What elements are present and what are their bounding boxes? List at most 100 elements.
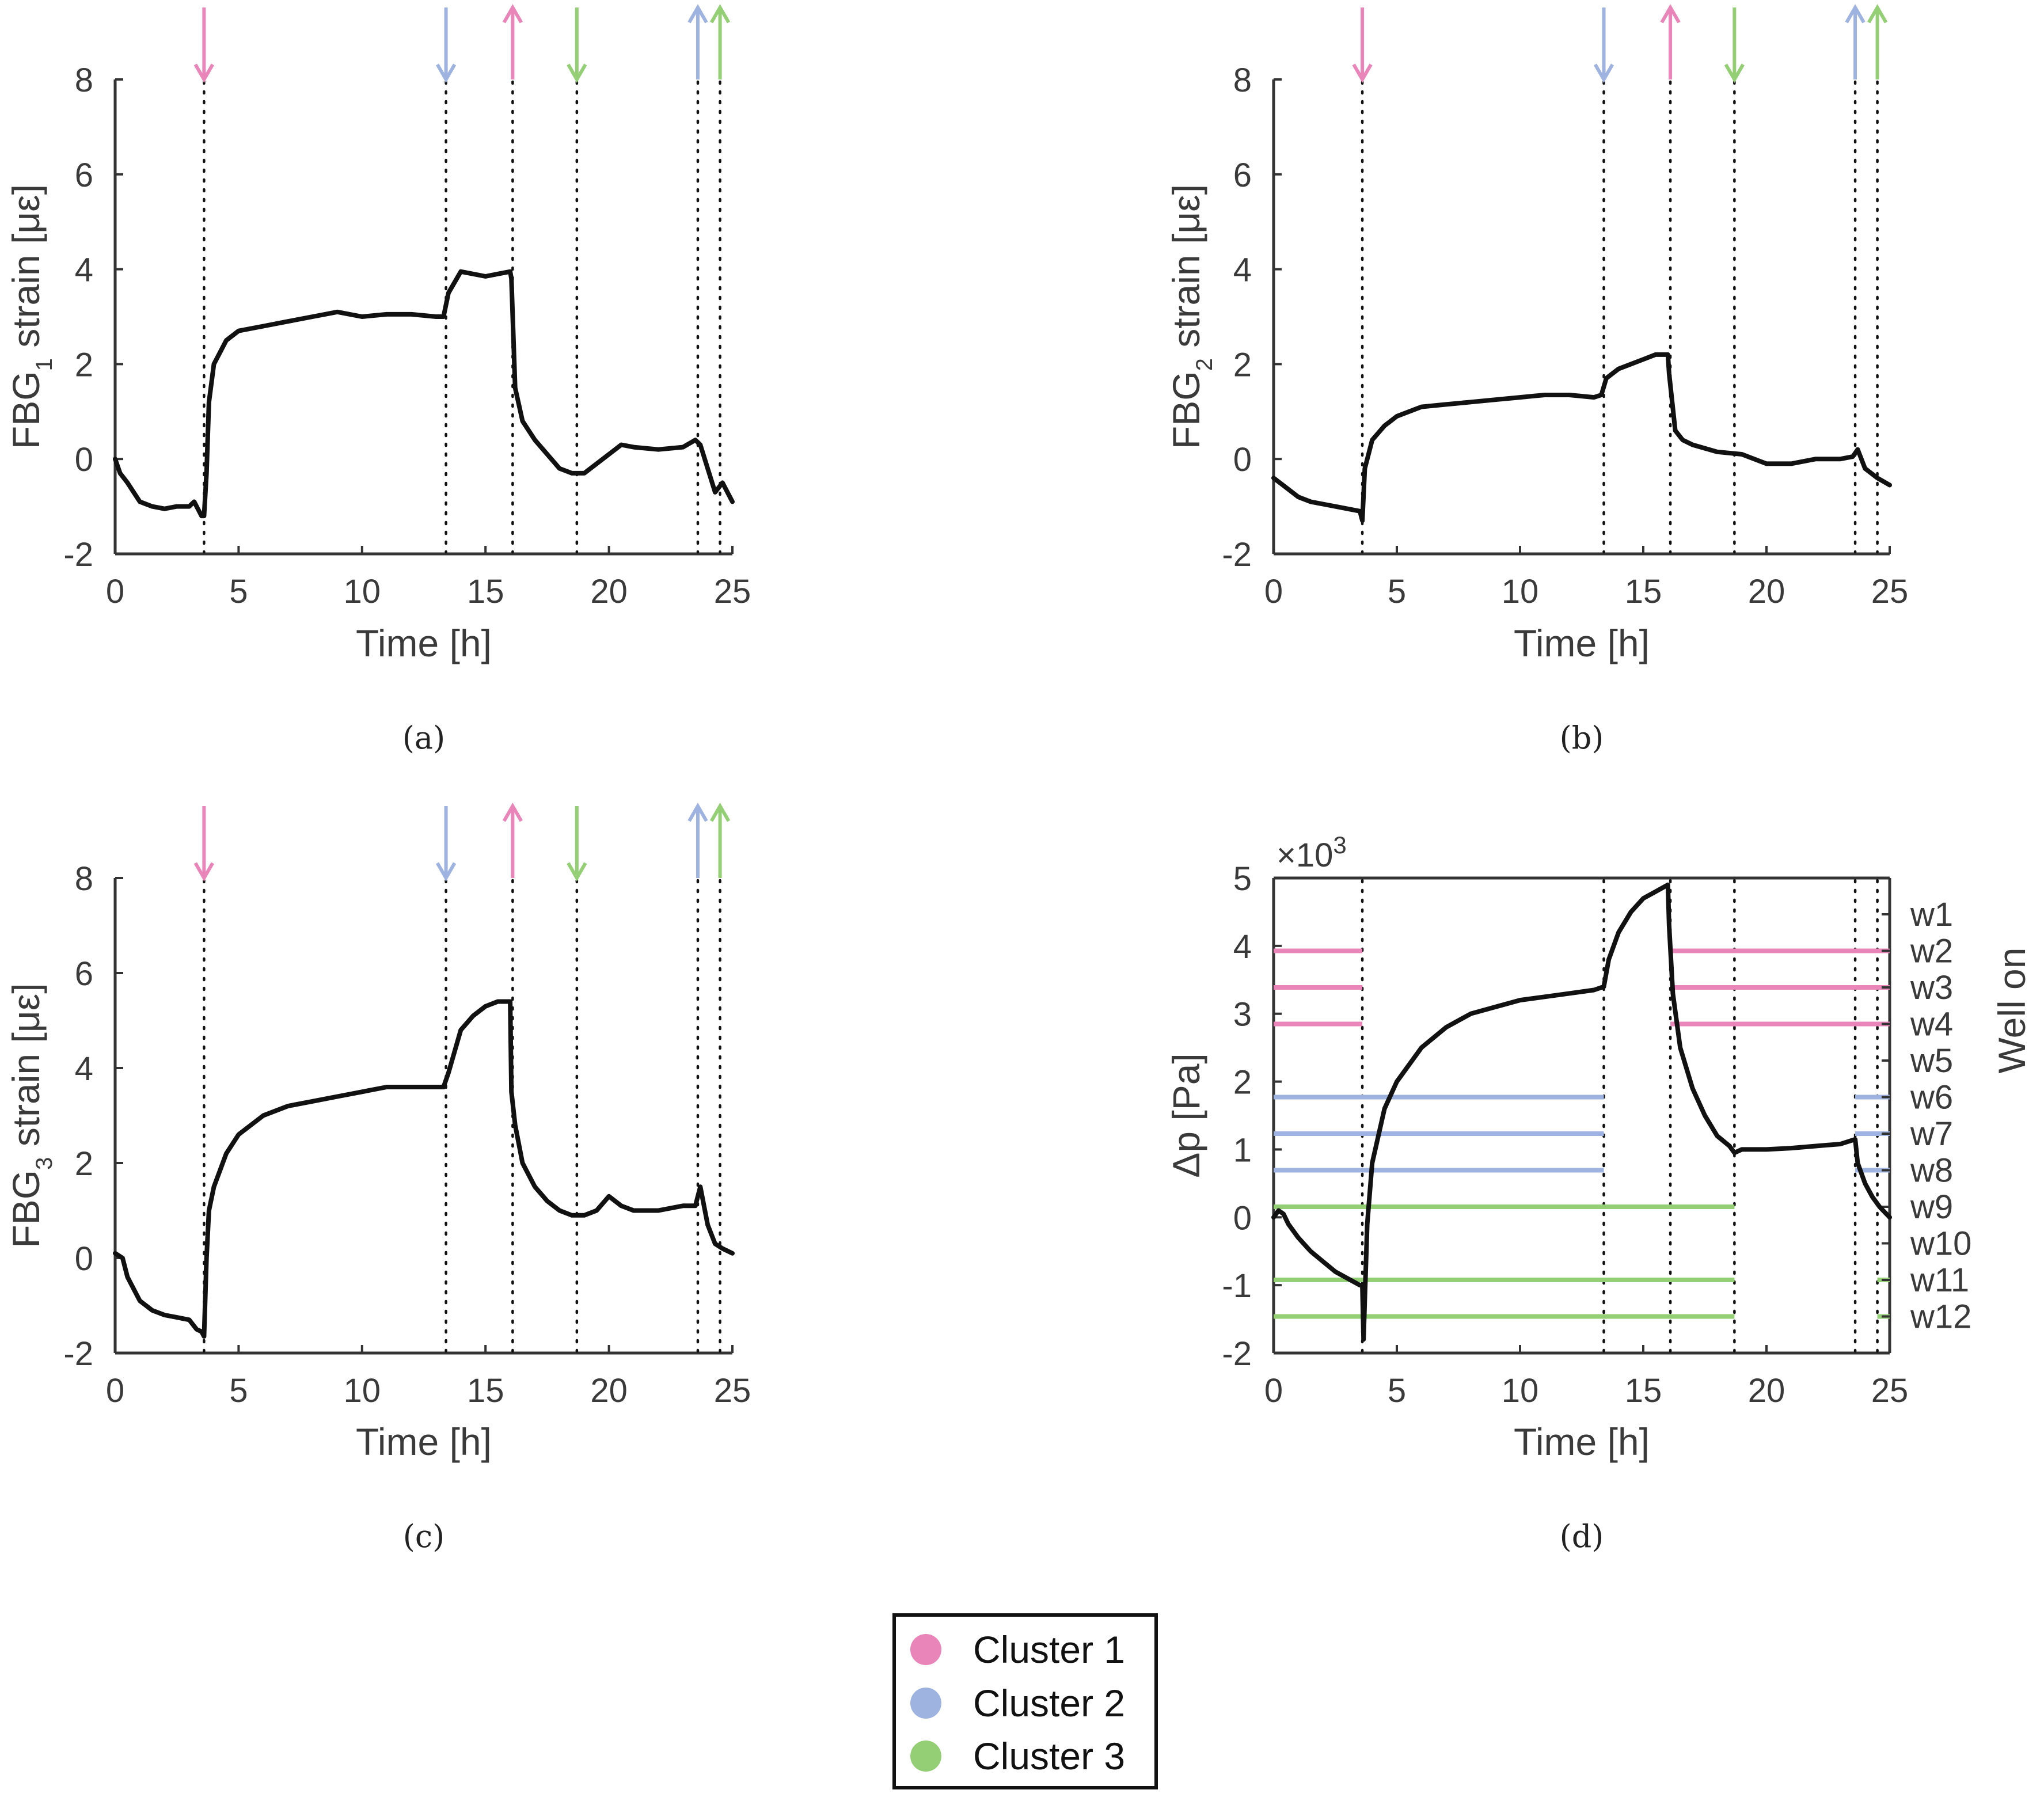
x-tick-label: 0 bbox=[106, 573, 124, 610]
y-tick-label: 0 bbox=[75, 1240, 93, 1278]
event-arrow-cluster-2-up bbox=[687, 3, 708, 79]
panel-caption: (c) bbox=[403, 1518, 444, 1555]
arrow-head bbox=[687, 3, 708, 24]
y-tick-label: 8 bbox=[75, 62, 93, 99]
y-axis-label-subscript: 1 bbox=[32, 358, 57, 371]
x-tick-label: 5 bbox=[1388, 573, 1406, 610]
x-tick-label: 25 bbox=[714, 573, 751, 610]
x-tick-label: 10 bbox=[1502, 1372, 1539, 1409]
data-series-line bbox=[1271, 882, 1892, 1342]
x-tick-label: 25 bbox=[1871, 1372, 1909, 1409]
x-tick-label: 10 bbox=[1502, 573, 1539, 610]
x-tick-label: 0 bbox=[1264, 573, 1283, 610]
x-axis-label: Time [h] bbox=[356, 1420, 492, 1463]
y-tick-label: 2 bbox=[1233, 346, 1252, 383]
x-tick-label: 20 bbox=[1748, 1372, 1785, 1409]
arrow-head bbox=[502, 3, 523, 24]
event-arrow-cluster-2-down bbox=[435, 7, 457, 83]
y-tick-label: 4 bbox=[1233, 928, 1252, 966]
arrow-head bbox=[435, 63, 457, 83]
y-tick-label: 6 bbox=[1233, 157, 1252, 194]
y-axis-label-main: FBG bbox=[5, 1170, 47, 1248]
y-axis-label-subscript: 3 bbox=[32, 1157, 57, 1170]
y-tick-label: 4 bbox=[75, 252, 93, 289]
event-arrow-cluster-2-up bbox=[1845, 3, 1866, 79]
event-arrow-cluster-3-up bbox=[709, 802, 731, 878]
x-tick-label: 15 bbox=[1625, 1372, 1662, 1409]
x-tick-label: 5 bbox=[1388, 1372, 1406, 1409]
event-arrow-cluster-1-down bbox=[193, 7, 214, 83]
well-label: w9 bbox=[1910, 1188, 1953, 1226]
exponent-power: 3 bbox=[1333, 831, 1346, 858]
arrow-head bbox=[687, 802, 708, 822]
event-arrow-cluster-1-up bbox=[1660, 3, 1681, 79]
y-tick-label: 3 bbox=[1233, 996, 1252, 1033]
legend: Cluster 1 Cluster 2 Cluster 3 bbox=[892, 1613, 1158, 1789]
arrow-head bbox=[567, 862, 587, 882]
x-tick-label: 0 bbox=[1264, 1372, 1283, 1409]
arrow-head bbox=[435, 862, 457, 882]
y-axis-label-main: FBG bbox=[5, 371, 47, 449]
y-tick-label: 1 bbox=[1233, 1131, 1252, 1169]
y-axis-label: FBG3 strain [με] bbox=[5, 983, 57, 1248]
x-tick-label: 25 bbox=[1871, 573, 1909, 610]
y-tick-label: 4 bbox=[75, 1050, 93, 1088]
y-tick-label: -2 bbox=[1222, 1335, 1252, 1373]
x-tick-label: 0 bbox=[106, 1372, 124, 1409]
data-series-line bbox=[1271, 352, 1892, 523]
well-label: w2 bbox=[1910, 933, 1953, 970]
data-series-line bbox=[113, 269, 735, 519]
y-axis-label: Δp [Pa] bbox=[1165, 1053, 1207, 1178]
y-axis-label: FBG2 strain [με] bbox=[1165, 184, 1217, 449]
x-axis-label: Time [h] bbox=[356, 622, 492, 664]
event-arrow-cluster-3-down bbox=[567, 7, 587, 83]
well-label: w3 bbox=[1910, 969, 1953, 1006]
arrow-head bbox=[193, 63, 214, 83]
arrow-head bbox=[1660, 3, 1681, 24]
legend-marker-cluster-3 bbox=[910, 1741, 941, 1772]
y-tick-label: 6 bbox=[75, 157, 93, 194]
panel-c: 0 5 10 15 20 25 -2 0 2 4 6 8 Time [h] FBG3 strain [με… bbox=[5, 802, 751, 1555]
x-axis-label: Time [h] bbox=[1514, 1420, 1650, 1463]
event-arrow-cluster-2-down bbox=[435, 806, 457, 882]
arrow-head bbox=[567, 63, 587, 83]
y-tick-label: 8 bbox=[75, 860, 93, 898]
y-axis-label-rest: strain [με] bbox=[1165, 184, 1207, 358]
event-arrow-cluster-3-up bbox=[709, 3, 731, 79]
exponent-label: ×103 bbox=[1276, 831, 1347, 875]
y-tick-label: -1 bbox=[1222, 1267, 1252, 1305]
arrow-head bbox=[1724, 63, 1745, 83]
arrow-head bbox=[1352, 63, 1373, 83]
y-tick-label: 4 bbox=[1233, 252, 1252, 289]
x-tick-label: 5 bbox=[229, 1372, 248, 1409]
data-series-line bbox=[113, 999, 735, 1339]
y-tick-label: 0 bbox=[1233, 441, 1252, 478]
y-tick-label: 6 bbox=[75, 955, 93, 993]
exponent-base: ×10 bbox=[1276, 837, 1333, 874]
arrow-head bbox=[709, 3, 731, 24]
x-tick-label: 15 bbox=[1625, 573, 1662, 610]
y-axis-label-rest: strain [με] bbox=[5, 184, 47, 358]
y-axis-label-rest: strain [με] bbox=[5, 983, 47, 1157]
event-arrow-cluster-3-down bbox=[1724, 7, 1745, 83]
y-tick-label: 8 bbox=[1233, 62, 1252, 99]
panel-caption: (a) bbox=[402, 720, 445, 756]
legend-label-cluster-2: Cluster 2 bbox=[973, 1682, 1125, 1724]
y-tick-label: -2 bbox=[63, 1335, 93, 1373]
event-arrow-cluster-2-down bbox=[1593, 7, 1614, 83]
well-label: w11 bbox=[1910, 1261, 1969, 1299]
arrow-head bbox=[193, 862, 214, 882]
well-label: w8 bbox=[1910, 1152, 1953, 1190]
x-tick-label: 5 bbox=[229, 573, 248, 610]
legend-marker-cluster-2 bbox=[910, 1688, 941, 1719]
event-arrow-cluster-1-up bbox=[502, 802, 523, 878]
y-tick-label: -2 bbox=[1222, 536, 1252, 573]
panel-d: 0 5 10 15 20 25 -2 -1 0 1 2 3 4 5 Time [h] Δp [Pa] (d) w1… bbox=[1165, 831, 2033, 1555]
panel-caption: (b) bbox=[1560, 720, 1604, 756]
legend-label-cluster-3: Cluster 3 bbox=[973, 1735, 1125, 1777]
arrow-head bbox=[502, 802, 523, 822]
well-label: w6 bbox=[1910, 1079, 1953, 1116]
well-label: w4 bbox=[1910, 1006, 1953, 1043]
y-tick-label: -2 bbox=[63, 536, 93, 573]
